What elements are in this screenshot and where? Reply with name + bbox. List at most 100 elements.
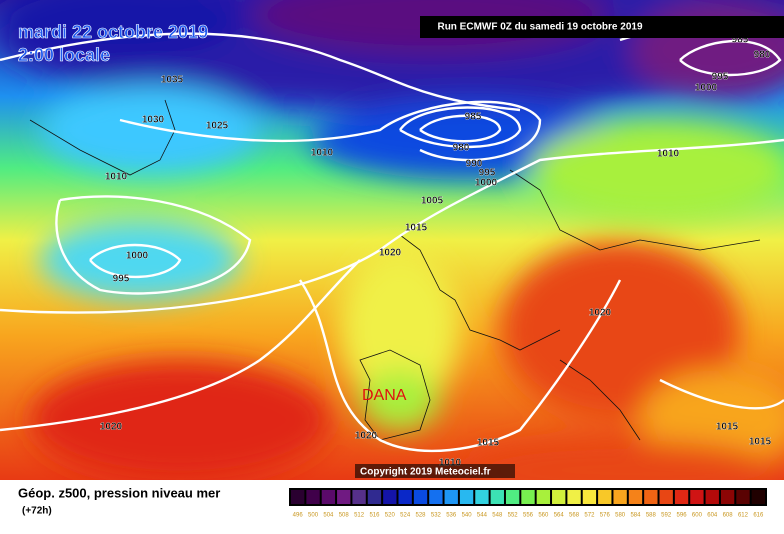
scale-label: 560 — [538, 513, 549, 519]
color-scale: 496 500 504 508 512 516 520 524 528 532 536 540 544 5… — [289, 488, 767, 519]
scale-label: 600 — [692, 513, 703, 519]
copyright-bg — [355, 464, 515, 478]
isobar-label: 1010 — [311, 148, 334, 159]
scale-label: 612 — [738, 513, 749, 519]
scale-swatch — [582, 490, 597, 504]
scale-label: 512 — [354, 513, 365, 519]
dana-annotation: DANA — [362, 387, 407, 404]
isobar-label: 1000 — [126, 251, 149, 262]
scale-swatch — [429, 490, 443, 504]
scale-swatch — [598, 490, 612, 504]
isobar-label: 1015 — [477, 438, 500, 449]
scale-swatch — [613, 490, 627, 504]
isobar-label: 1015 — [405, 223, 428, 234]
scale-label: 532 — [431, 513, 442, 519]
scale-swatch — [505, 490, 520, 504]
scale-swatch — [628, 490, 643, 504]
scale-swatch — [413, 490, 428, 504]
isobar-label: 995 — [712, 72, 729, 83]
isobar-label: 1025 — [206, 121, 229, 132]
isobar-label: 1000 — [475, 178, 498, 189]
scale-swatch — [490, 490, 504, 504]
scale-label: 500 — [308, 513, 319, 519]
coastlines — [29, 99, 761, 441]
scale-swatch — [459, 490, 474, 504]
scale-label: 592 — [661, 513, 672, 519]
scale-label: 568 — [569, 513, 580, 519]
scale-label: 556 — [523, 513, 534, 519]
scale-label: 572 — [584, 513, 595, 519]
copyright: Copyright 2019 Meteociel.fr — [360, 467, 491, 478]
isobar-label: 1010 — [657, 149, 680, 160]
scale-swatch — [674, 490, 689, 504]
scale-swatch — [751, 490, 765, 504]
scale-label: 540 — [462, 513, 473, 519]
isobar-label: 1020 — [355, 431, 378, 442]
scale-label: 604 — [707, 513, 718, 519]
scale-label: 596 — [677, 513, 688, 519]
scale-label: 520 — [385, 513, 396, 519]
scale-label: 564 — [554, 513, 565, 519]
isobar-label: 1035 — [161, 75, 184, 86]
run-banner — [420, 16, 784, 38]
date-label: mardi 22 octobre 2019 — [18, 22, 208, 42]
scale-swatch — [567, 490, 581, 504]
isobar-label: 985 — [465, 112, 482, 123]
scale-swatch — [552, 490, 566, 504]
isobar-label: 980 — [453, 143, 470, 154]
footer-title: Géop. z500, pression niveau mer — [18, 485, 220, 500]
scale-label: 496 — [293, 513, 304, 519]
scale-label: 616 — [753, 513, 764, 519]
isobar-label: 990 — [466, 159, 483, 170]
isobar-label: 1015 — [749, 437, 772, 448]
scale-swatch — [291, 490, 305, 504]
scale-label: 608 — [723, 513, 734, 519]
scale-label: 576 — [600, 513, 611, 519]
scale-label: 584 — [630, 513, 641, 519]
scale-swatch — [705, 490, 719, 504]
scale-label: 552 — [508, 513, 519, 519]
isobar-labels: 1035103010251010101098598099099510001005… — [100, 34, 772, 469]
scale-label: 508 — [339, 513, 350, 519]
scale-swatch — [690, 490, 704, 504]
scale-swatch — [337, 490, 351, 504]
scale-label: 580 — [615, 513, 626, 519]
isobar-label: 1005 — [421, 196, 444, 207]
scale-swatch — [383, 490, 397, 504]
scale-swatch — [659, 490, 673, 504]
isobar-label: 1020 — [589, 308, 612, 319]
scale-swatch — [521, 490, 535, 504]
scale-swatch — [321, 490, 336, 504]
scale-label: 536 — [446, 513, 457, 519]
scale-label: 544 — [477, 513, 488, 519]
isobar-label: 1020 — [100, 422, 123, 433]
scale-label: 548 — [492, 513, 503, 519]
scale-swatch — [398, 490, 412, 504]
scale-swatch — [306, 490, 320, 504]
scale-swatch — [736, 490, 750, 504]
time-label: 2:00 locale — [18, 45, 110, 65]
scale-swatch — [644, 490, 658, 504]
scale-swatch — [367, 490, 382, 504]
scale-label: 524 — [400, 513, 411, 519]
isobar-label: 1000 — [695, 83, 718, 94]
isobar-label: 985 — [732, 35, 749, 46]
isobar-label: 1010 — [439, 458, 462, 469]
lead-time: (+72h) — [22, 506, 52, 517]
scale-label: 516 — [369, 513, 380, 519]
scale-swatch — [475, 490, 489, 504]
isobar-label: 1015 — [716, 422, 739, 433]
isobar-label: 995 — [113, 274, 130, 285]
scale-swatch — [536, 490, 551, 504]
isobar-label: 995 — [479, 168, 496, 179]
isobar-label: 1010 — [105, 172, 128, 183]
run-label: Run ECMWF 0Z du samedi 19 octobre 2019 — [437, 22, 642, 33]
isobar-label: 980 — [754, 50, 771, 61]
scale-label: 528 — [416, 513, 427, 519]
scale-label: 504 — [323, 513, 334, 519]
scale-swatch — [444, 490, 458, 504]
isobar-label: 1020 — [379, 248, 402, 259]
isobar-label: 1030 — [142, 115, 165, 126]
